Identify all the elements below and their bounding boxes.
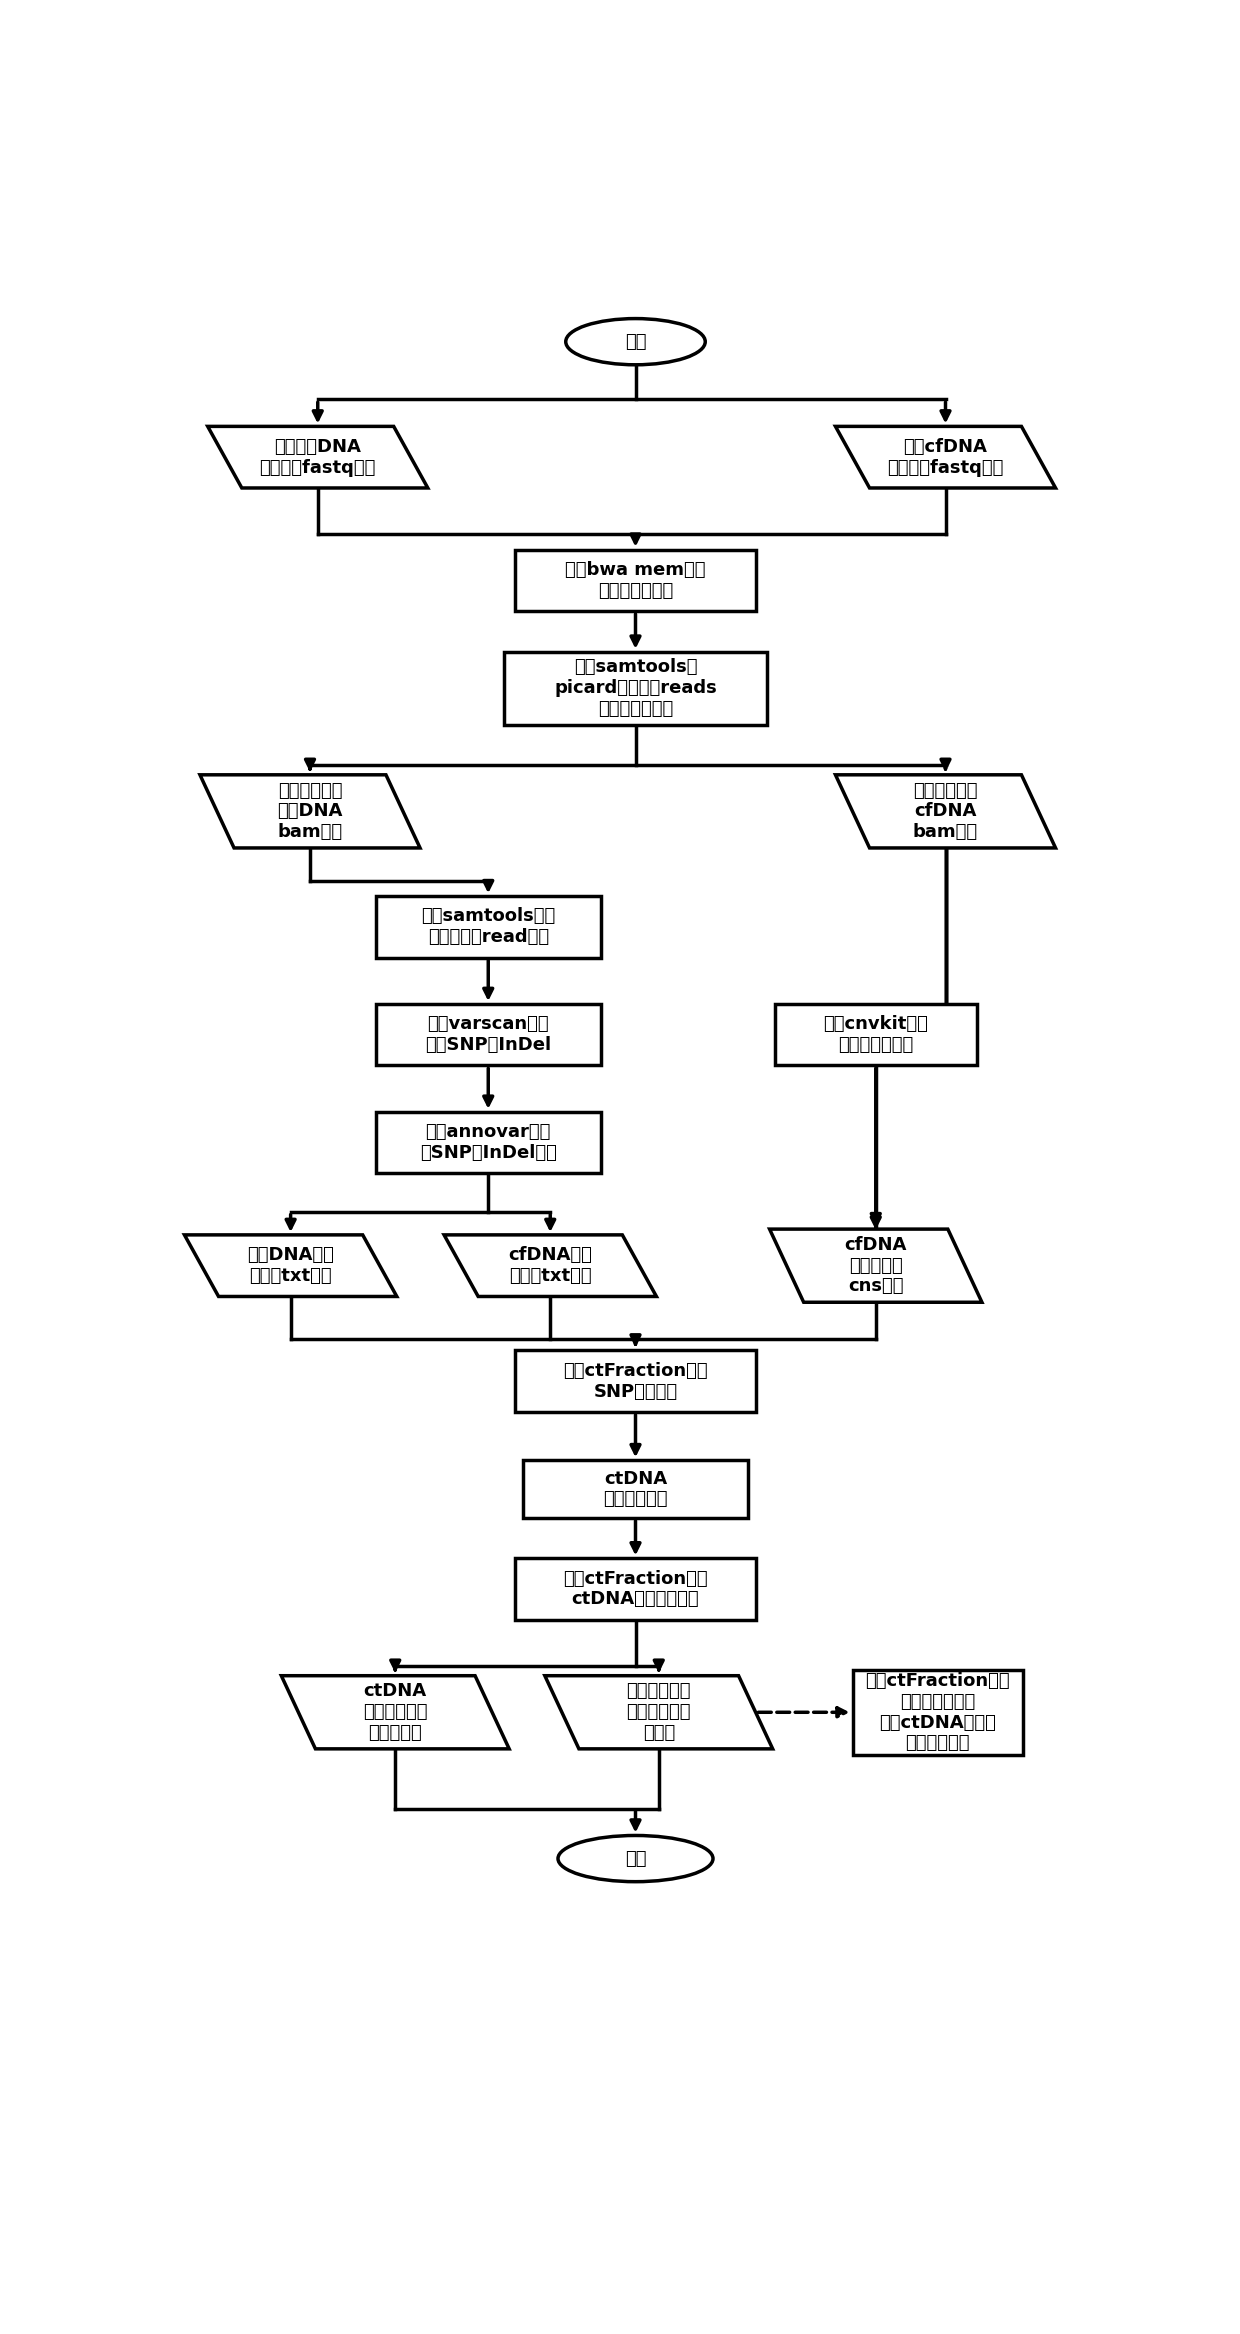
Polygon shape: [836, 427, 1055, 488]
Polygon shape: [544, 1676, 773, 1748]
Bar: [853, 1669, 1023, 1755]
Polygon shape: [207, 427, 428, 488]
Text: 输入cfDNA
捕获测序fastq数据: 输入cfDNA 捕获测序fastq数据: [888, 439, 1003, 476]
Text: 调用bwa mem软件
进行基因组比对: 调用bwa mem软件 进行基因组比对: [565, 560, 706, 600]
Text: 调用cnvkit软件
检测拷贝数变异: 调用cnvkit软件 检测拷贝数变异: [823, 1015, 929, 1055]
Bar: [523, 1461, 748, 1517]
Text: 标记排序后的
基线DNA
bam文件: 标记排序后的 基线DNA bam文件: [278, 782, 342, 840]
Bar: [376, 1111, 600, 1174]
Text: ctDNA
肿瘤组织来源
数量与占比: ctDNA 肿瘤组织来源 数量与占比: [363, 1683, 428, 1741]
Ellipse shape: [565, 317, 706, 364]
Polygon shape: [836, 775, 1055, 847]
Bar: [516, 1559, 755, 1620]
Polygon shape: [444, 1235, 656, 1295]
Text: 调用varscan软件
鉴定SNP与InDel: 调用varscan软件 鉴定SNP与InDel: [425, 1015, 552, 1055]
Text: ctDNA
突变列表文件: ctDNA 突变列表文件: [603, 1470, 668, 1508]
Text: 使用ctFraction算法
结果可视化模块
绘制ctDNA占比鉴
定结果示意图: 使用ctFraction算法 结果可视化模块 绘制ctDNA占比鉴 定结果示意图: [866, 1671, 1011, 1753]
Text: 基线DNA突变
注释后txt文件: 基线DNA突变 注释后txt文件: [247, 1246, 334, 1286]
Text: cfDNA
拷贝数变异
cns文件: cfDNA 拷贝数变异 cns文件: [844, 1237, 906, 1295]
Bar: [516, 1351, 755, 1412]
Text: 调用samtools和
picard软件进行reads
排序和标记重复: 调用samtools和 picard软件进行reads 排序和标记重复: [554, 658, 717, 719]
Text: 调用annovar软件
对SNP与InDel注释: 调用annovar软件 对SNP与InDel注释: [420, 1123, 557, 1162]
Bar: [516, 548, 755, 612]
Text: 标记排序后的
cfDNA
bam文件: 标记排序后的 cfDNA bam文件: [913, 782, 978, 840]
Bar: [775, 1004, 977, 1067]
Polygon shape: [281, 1676, 510, 1748]
Ellipse shape: [558, 1835, 713, 1881]
Bar: [376, 1004, 600, 1067]
Text: 开始: 开始: [625, 334, 646, 350]
Bar: [503, 651, 768, 726]
Text: 突变位点对应
肿瘤组织来源
与占比: 突变位点对应 肿瘤组织来源 与占比: [626, 1683, 691, 1741]
Polygon shape: [770, 1230, 982, 1302]
Text: 调用samtools软件
按位置整理read信息: 调用samtools软件 按位置整理read信息: [422, 908, 556, 945]
Polygon shape: [185, 1235, 397, 1295]
Text: 输入基线DNA
捕获测序fastq数据: 输入基线DNA 捕获测序fastq数据: [259, 439, 376, 476]
Text: 使用ctFraction算法
ctDNA占比估计模块: 使用ctFraction算法 ctDNA占比估计模块: [563, 1571, 708, 1608]
Bar: [376, 896, 600, 957]
Text: 结束: 结束: [625, 1849, 646, 1867]
Text: 使用ctFraction算法
SNP过滤模块: 使用ctFraction算法 SNP过滤模块: [563, 1361, 708, 1400]
Polygon shape: [200, 775, 420, 847]
Text: cfDNA突变
注释后txt文件: cfDNA突变 注释后txt文件: [508, 1246, 593, 1286]
